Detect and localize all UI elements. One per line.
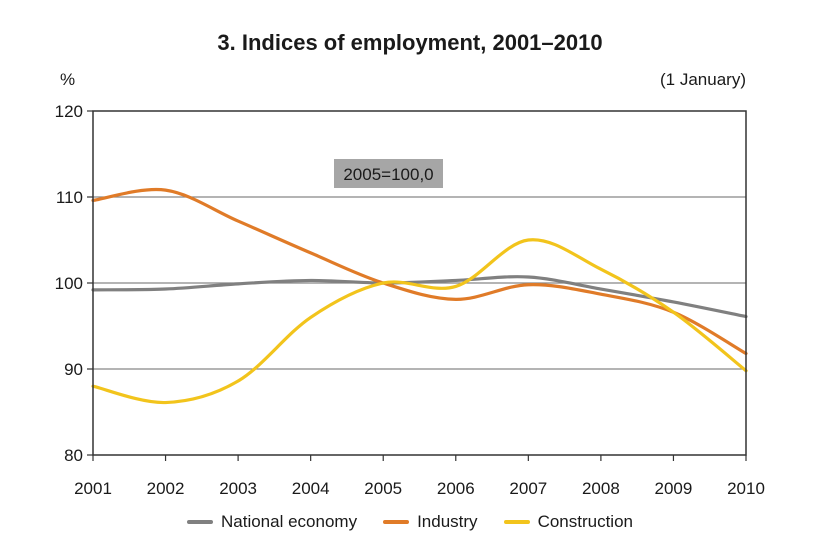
date-note: (1 January)	[660, 70, 746, 89]
legend-item-construction: Construction	[503, 512, 633, 532]
y-tick-label-110: 110	[56, 188, 83, 207]
x-tick-label-2010: 2010	[727, 479, 765, 498]
plot-frame	[92, 110, 747, 456]
base-label-text: 2005=100,0	[343, 165, 433, 184]
x-tick-label-2008: 2008	[582, 479, 620, 498]
x-tick-label-2004: 2004	[292, 479, 330, 498]
y-tick-labels: 80 90 100 110 120	[55, 102, 83, 465]
y-tick-label-120: 120	[55, 102, 83, 121]
legend-item-national-economy: National economy	[187, 512, 357, 532]
y-tick-label-80: 80	[64, 446, 83, 465]
x-tick-label-2005: 2005	[364, 479, 402, 498]
legend-item-industry: Industry	[383, 512, 478, 532]
legend: National economy Industry Construction	[0, 512, 820, 532]
legend-swatch	[503, 520, 530, 524]
x-tick-label-2009: 2009	[655, 479, 693, 498]
series-line-national-economy	[91, 275, 748, 319]
legend-swatch	[383, 520, 410, 524]
base-annotation: 2005=100,0	[334, 159, 443, 188]
legend-label: National economy	[221, 512, 358, 531]
x-tick-label-2006: 2006	[437, 479, 475, 498]
x-tick-label-2003: 2003	[219, 479, 257, 498]
x-tick-label-2001: 2001	[74, 479, 112, 498]
chart-title: 3. Indices of employment, 2001–2010	[217, 30, 603, 55]
series-line-construction	[91, 238, 748, 405]
series-lines	[91, 187, 748, 405]
y-axis-unit: %	[60, 70, 76, 89]
y-tick-label-90: 90	[64, 360, 83, 379]
x-tick-labels: 2001 2002 2003 2004 2005 2006 2007 2008 2009 2010	[74, 479, 765, 498]
x-tick-label-2007: 2007	[509, 479, 547, 498]
legend-label: Construction	[537, 512, 633, 531]
legend-label: Industry	[417, 512, 478, 531]
series-line-industry	[91, 187, 748, 356]
y-tick-label-100: 100	[55, 274, 83, 293]
x-tick-label-2002: 2002	[147, 479, 185, 498]
legend-swatch	[187, 520, 213, 524]
base-label-box	[334, 159, 443, 188]
